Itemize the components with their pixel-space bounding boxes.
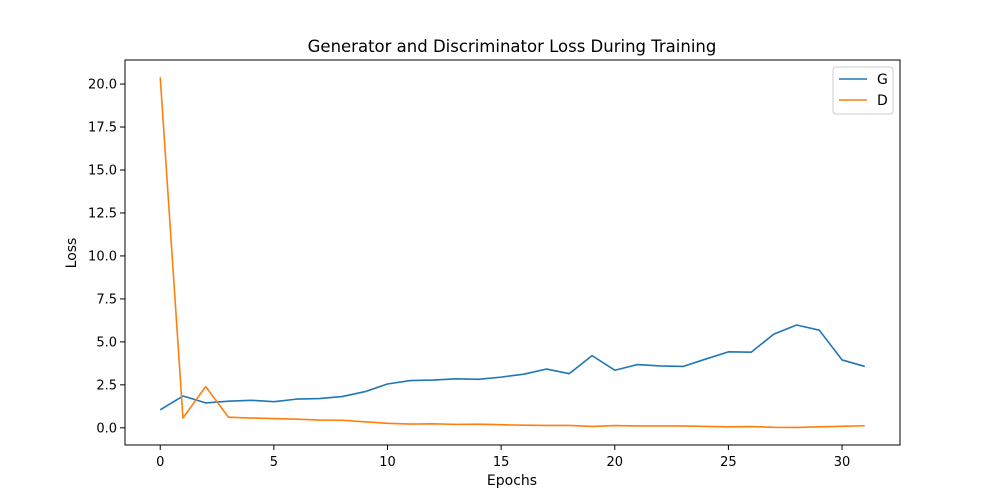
y-tick-label: 12.5: [88, 206, 117, 221]
x-tick-label: 15: [493, 455, 510, 470]
x-tick-label: 5: [270, 455, 278, 470]
y-axis-label: Loss: [64, 238, 80, 269]
plot-area-frame: [124, 59, 901, 446]
y-tick-label: 7.5: [96, 292, 117, 307]
x-tick-label: 0: [156, 455, 164, 470]
y-tick-label: 0.0: [96, 421, 117, 436]
y-tick-label: 10.0: [88, 249, 117, 264]
series-line-d: [159, 77, 865, 429]
chart-title: Generator and Discriminator Loss During …: [308, 37, 717, 56]
legend-label-g: G: [877, 72, 888, 88]
x-axis: 0 5 10 15 20 25 30: [156, 445, 850, 470]
x-axis-label: Epochs: [487, 473, 537, 489]
y-axis: 0.0 2.5 5.0 7.5 10.0 12.5 15.0 17.5 20.0: [88, 78, 125, 436]
series-line-g: [159, 324, 865, 411]
legend: GD: [832, 66, 894, 115]
x-tick-label: 10: [379, 455, 396, 470]
y-tick-label: 17.5: [88, 121, 117, 136]
x-tick-label: 30: [834, 455, 851, 470]
y-tick-label: 5.0: [96, 335, 117, 350]
x-tick-label: 20: [606, 455, 623, 470]
y-tick-label: 15.0: [88, 164, 117, 179]
y-tick-label: 20.0: [88, 78, 117, 93]
legend-label-d: D: [877, 93, 888, 109]
y-tick-label: 2.5: [96, 378, 117, 393]
series-lines: [159, 77, 865, 429]
x-tick-label: 25: [720, 455, 737, 470]
